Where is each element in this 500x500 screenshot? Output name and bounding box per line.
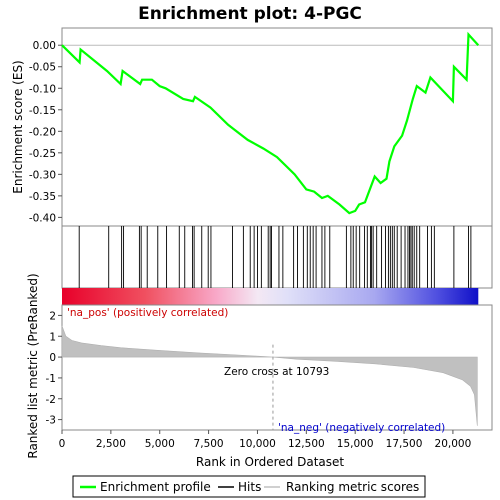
legend-metric-label: Ranking metric scores <box>286 480 419 494</box>
metric-y-axis-label: Ranked list metric (PreRanked) <box>26 273 40 458</box>
x-tick-label: 7,500 <box>194 438 224 450</box>
x-axis-label: Rank in Ordered Dataset <box>196 455 344 469</box>
hits-group <box>78 226 472 288</box>
negative-label: 'na_neg' (negatively correlated) <box>278 422 445 434</box>
metric-y-tick-label: 1 <box>49 331 56 343</box>
chart-title: Enrichment plot: 4-PGC <box>138 4 362 24</box>
es-y-tick-label: -0.25 <box>29 148 56 160</box>
ranking-metric-area <box>61 325 478 426</box>
es-y-tick-label: -0.05 <box>29 62 56 74</box>
x-tick-label: 5,000 <box>145 438 175 450</box>
x-tick-label: 0 <box>59 438 66 450</box>
x-tick-label: 17,500 <box>386 438 423 450</box>
x-tick-label: 20,000 <box>435 438 472 450</box>
metric-y-tick-label: 2 <box>49 310 56 322</box>
x-tick-label: 15,000 <box>337 438 374 450</box>
metric-y-tick-label: 0 <box>49 352 56 364</box>
es-y-tick-label: -0.40 <box>29 212 56 224</box>
es-y-tick-label: -0.35 <box>29 191 56 203</box>
legend-enrichment-label: Enrichment profile <box>100 480 211 494</box>
x-tick-label: 10,000 <box>239 438 276 450</box>
enrichment-profile-line <box>61 31 480 215</box>
es-y-tick-label: -0.10 <box>29 83 56 95</box>
es-y-axis-label: Enrichment score (ES) <box>11 60 25 193</box>
legend-hits-label: Hits <box>238 480 261 494</box>
x-ticks: 0 2,500 5,000 7,500 10,000 12,500 15,000 17,500… <box>59 430 472 450</box>
es-y-ticks: 0.00 -0.05 -0.10 -0.15 -0.20 -0.25 -0.30 -0.35 -… <box>29 40 62 224</box>
zero-cross-label: Zero cross at 10793 <box>224 366 329 378</box>
ranked-heatmap-bar <box>62 288 479 305</box>
es-y-tick-label: -0.15 <box>29 105 56 117</box>
es-y-tick-label: -0.30 <box>29 169 56 181</box>
metric-y-ticks: 2 1 0 -1 -2 -3 <box>46 310 62 427</box>
x-tick-label: 12,500 <box>288 438 325 450</box>
x-tick-label: 2,500 <box>96 438 126 450</box>
metric-y-tick-label: -2 <box>46 394 56 406</box>
hits-panel-frame <box>61 225 493 289</box>
legend-box <box>72 475 426 498</box>
es-y-tick-label: -0.20 <box>29 126 56 138</box>
es-y-tick-label: 0.00 <box>33 40 56 52</box>
metric-y-tick-label: -1 <box>46 373 56 385</box>
es-panel-frame <box>61 27 493 227</box>
positive-label: 'na_pos' (positively correlated) <box>67 307 228 319</box>
metric-y-tick-label: -3 <box>46 415 56 427</box>
